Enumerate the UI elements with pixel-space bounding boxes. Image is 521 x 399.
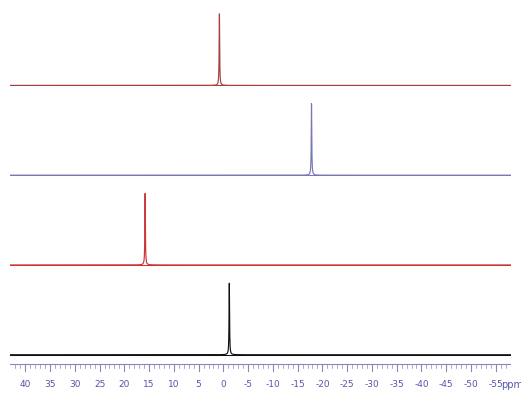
Text: 5: 5 — [196, 380, 202, 389]
Text: 10: 10 — [168, 380, 180, 389]
Text: 40: 40 — [20, 380, 31, 389]
Text: ppm: ppm — [501, 380, 521, 390]
Text: -45: -45 — [439, 380, 453, 389]
Text: 15: 15 — [143, 380, 155, 389]
Text: -30: -30 — [365, 380, 379, 389]
Text: -20: -20 — [315, 380, 330, 389]
Text: 20: 20 — [119, 380, 130, 389]
Text: 30: 30 — [69, 380, 81, 389]
Text: -10: -10 — [266, 380, 280, 389]
Text: -15: -15 — [290, 380, 305, 389]
Text: -40: -40 — [414, 380, 429, 389]
Text: 25: 25 — [94, 380, 105, 389]
Text: -35: -35 — [389, 380, 404, 389]
Text: -5: -5 — [244, 380, 253, 389]
Text: 0: 0 — [220, 380, 226, 389]
Text: 35: 35 — [44, 380, 56, 389]
Text: -55: -55 — [488, 380, 503, 389]
Text: -25: -25 — [340, 380, 354, 389]
Text: -50: -50 — [464, 380, 478, 389]
